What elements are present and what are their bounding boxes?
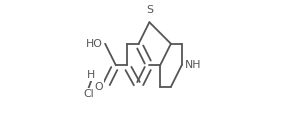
Text: H: H bbox=[87, 70, 96, 80]
Text: Cl: Cl bbox=[83, 89, 94, 99]
Text: HO: HO bbox=[86, 39, 103, 49]
Text: S: S bbox=[146, 5, 153, 15]
Text: NH: NH bbox=[185, 60, 201, 70]
Text: O: O bbox=[94, 82, 103, 92]
